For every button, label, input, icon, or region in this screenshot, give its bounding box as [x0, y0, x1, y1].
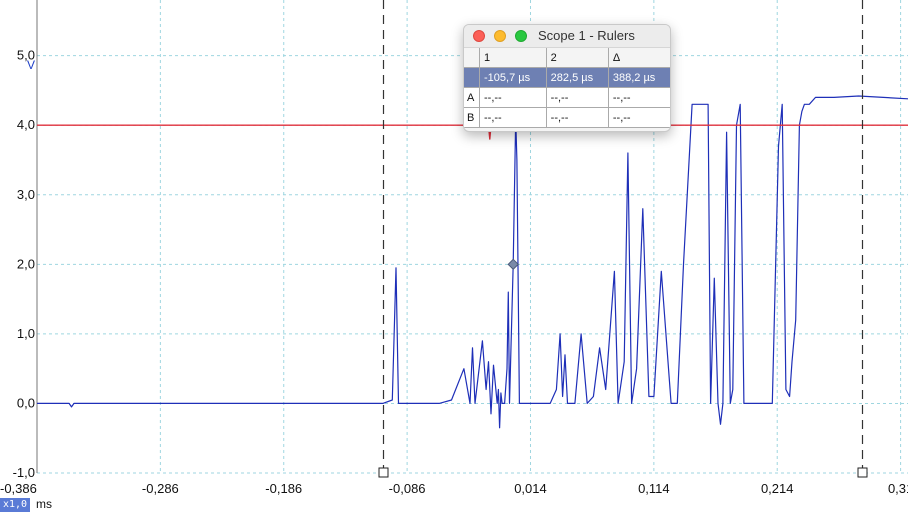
ruler-value: --,-- [479, 107, 547, 128]
close-icon[interactable] [473, 30, 485, 42]
y-tick-label: 0,0 [17, 395, 35, 410]
row-label: A [464, 87, 480, 108]
column-header: 2 [546, 48, 609, 68]
x-tick-label: -0,186 [265, 481, 302, 496]
y-tick-label: 1,0 [17, 326, 35, 341]
x-tick-label: 0,014 [514, 481, 547, 496]
ruler-handle-1 [378, 467, 389, 478]
minimize-icon[interactable] [494, 30, 506, 42]
ruler-value: 282,5 µs [546, 67, 609, 88]
rulers-window[interactable]: Scope 1 - Rulers 1 2 Δ -105,7 µs 282,5 µ… [463, 24, 671, 132]
x-tick-label: 0,214 [761, 481, 794, 496]
y-tick-label: 3,0 [17, 187, 35, 202]
ruler-value: --,-- [608, 107, 670, 128]
ruler-value: --,-- [546, 87, 609, 108]
ruler-value: --,-- [546, 107, 609, 128]
window-titlebar[interactable]: Scope 1 - Rulers [464, 25, 670, 48]
ruler-value: -105,7 µs [479, 67, 547, 88]
ruler-value: --,-- [479, 87, 547, 108]
rulers-table: 1 2 Δ -105,7 µs 282,5 µs 388,2 µs A --,-… [464, 48, 670, 128]
y-tick-label: 5,0 [17, 48, 35, 63]
row-label: B [464, 107, 480, 128]
window-title: Scope 1 - Rulers [538, 28, 635, 43]
x-tick-label: -0,386 [0, 481, 37, 496]
trigger-marker [507, 258, 519, 271]
x-tick-label: -0,286 [142, 481, 179, 496]
x-tick-label: 0,114 [638, 481, 670, 496]
row-label [464, 67, 480, 88]
y-tick-label: 2,0 [17, 256, 35, 271]
trace-channel-a [37, 95, 908, 429]
x-tick-label: -0,086 [389, 481, 426, 496]
y-tick-label: 4,0 [17, 117, 35, 132]
y-axis-unit: V [27, 58, 35, 72]
rulers-row-b[interactable]: B --,-- --,-- --,-- [464, 107, 670, 128]
ruler-value: 388,2 µs [608, 67, 670, 88]
rulers-row-time[interactable]: -105,7 µs 282,5 µs 388,2 µs [464, 67, 670, 88]
x-tick-label: 0,31 [888, 481, 908, 496]
ruler-value: --,-- [608, 87, 670, 108]
column-header: Δ [608, 48, 670, 68]
rulers-header-row: 1 2 Δ [464, 48, 670, 68]
zoom-badge[interactable]: x1,0 [0, 498, 31, 512]
x-axis-unit: ms [36, 497, 52, 511]
ruler-cursors[interactable] [378, 0, 868, 478]
axis-tick-labels: -0,386 -0,286 -0,186 -0,086 0,014 0,114 0,214 0… [0, 48, 908, 496]
column-header: 1 [479, 48, 547, 68]
y-tick-label: -1,0 [13, 465, 35, 480]
maximize-icon[interactable] [515, 30, 527, 42]
rulers-row-a[interactable]: A --,-- --,-- --,-- [464, 87, 670, 108]
ruler-handle-2 [857, 467, 868, 478]
header-corner [464, 48, 480, 68]
